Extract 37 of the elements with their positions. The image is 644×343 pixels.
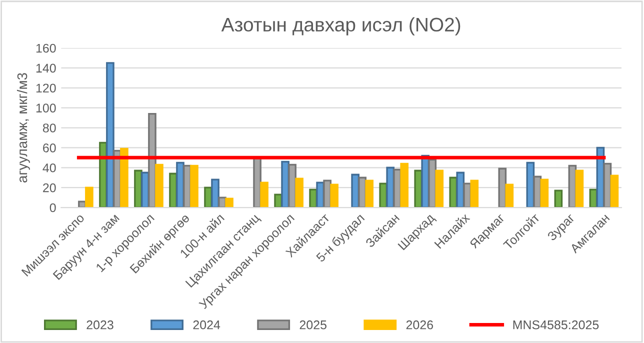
bar <box>85 186 94 208</box>
y-tick-label: 20 <box>43 183 56 192</box>
y-tick-label: 60 <box>43 144 56 152</box>
chart-title: Азотын давхар исэл (NO2) <box>221 17 460 36</box>
bar <box>400 162 409 208</box>
bar <box>505 184 514 208</box>
bar <box>330 184 338 208</box>
bar <box>575 170 584 208</box>
bar <box>148 112 156 208</box>
y-tick-label: 80 <box>42 124 56 132</box>
y-tick-label: 120 <box>36 84 56 93</box>
bar <box>365 180 374 208</box>
bar <box>260 182 268 208</box>
legend-label: 2026 <box>406 320 434 330</box>
legend-label: 2025 <box>300 320 326 330</box>
bar <box>435 170 444 208</box>
bar <box>120 148 128 208</box>
y-axis-title: агууламж, мкг/м3 <box>16 73 30 182</box>
bar <box>498 168 507 208</box>
legend-label: 2024 <box>193 320 220 330</box>
y-tick-label: 140 <box>36 64 56 73</box>
y-tick-label: 40 <box>42 163 56 172</box>
bar <box>554 190 563 208</box>
bar <box>190 164 198 208</box>
bar <box>155 164 164 208</box>
bar <box>540 178 549 208</box>
bar <box>211 178 220 208</box>
bar <box>610 174 619 208</box>
bar <box>225 198 234 208</box>
y-tick-label: 100 <box>36 104 56 112</box>
legend-label: MNS4585:2025 <box>513 320 599 330</box>
bar <box>106 62 114 208</box>
legend-label: 2023 <box>86 320 114 330</box>
bar <box>470 180 479 208</box>
y-tick-label: 160 <box>36 44 56 53</box>
y-tick-label: 0 <box>50 203 56 212</box>
bar <box>295 178 304 208</box>
